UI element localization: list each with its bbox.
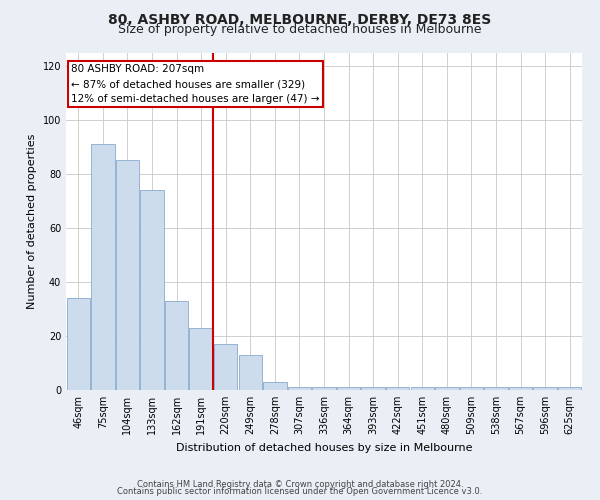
Bar [239,355,262,390]
Bar [165,301,188,390]
Text: 80, ASHBY ROAD, MELBOURNE, DERBY, DE73 8ES: 80, ASHBY ROAD, MELBOURNE, DERBY, DE73 8… [109,12,491,26]
Bar [410,388,434,390]
Bar [386,388,409,390]
Bar [361,388,385,390]
Bar [288,388,311,390]
Bar [337,388,360,390]
Bar [435,388,458,390]
Y-axis label: Number of detached properties: Number of detached properties [27,134,37,309]
Bar [313,388,335,390]
Bar [91,144,115,390]
Bar [509,388,532,390]
Bar [558,388,581,390]
Bar [533,388,557,390]
Bar [67,298,90,390]
Text: Contains public sector information licensed under the Open Government Licence v3: Contains public sector information licen… [118,487,482,496]
Bar [190,328,213,390]
Text: Size of property relative to detached houses in Melbourne: Size of property relative to detached ho… [118,22,482,36]
Bar [460,388,483,390]
Text: Contains HM Land Registry data © Crown copyright and database right 2024.: Contains HM Land Registry data © Crown c… [137,480,463,489]
X-axis label: Distribution of detached houses by size in Melbourne: Distribution of detached houses by size … [176,442,472,452]
Bar [263,382,287,390]
Bar [116,160,139,390]
Bar [140,190,164,390]
Text: 80 ASHBY ROAD: 207sqm
← 87% of detached houses are smaller (329)
12% of semi-det: 80 ASHBY ROAD: 207sqm ← 87% of detached … [71,64,320,104]
Bar [214,344,238,390]
Bar [484,388,508,390]
